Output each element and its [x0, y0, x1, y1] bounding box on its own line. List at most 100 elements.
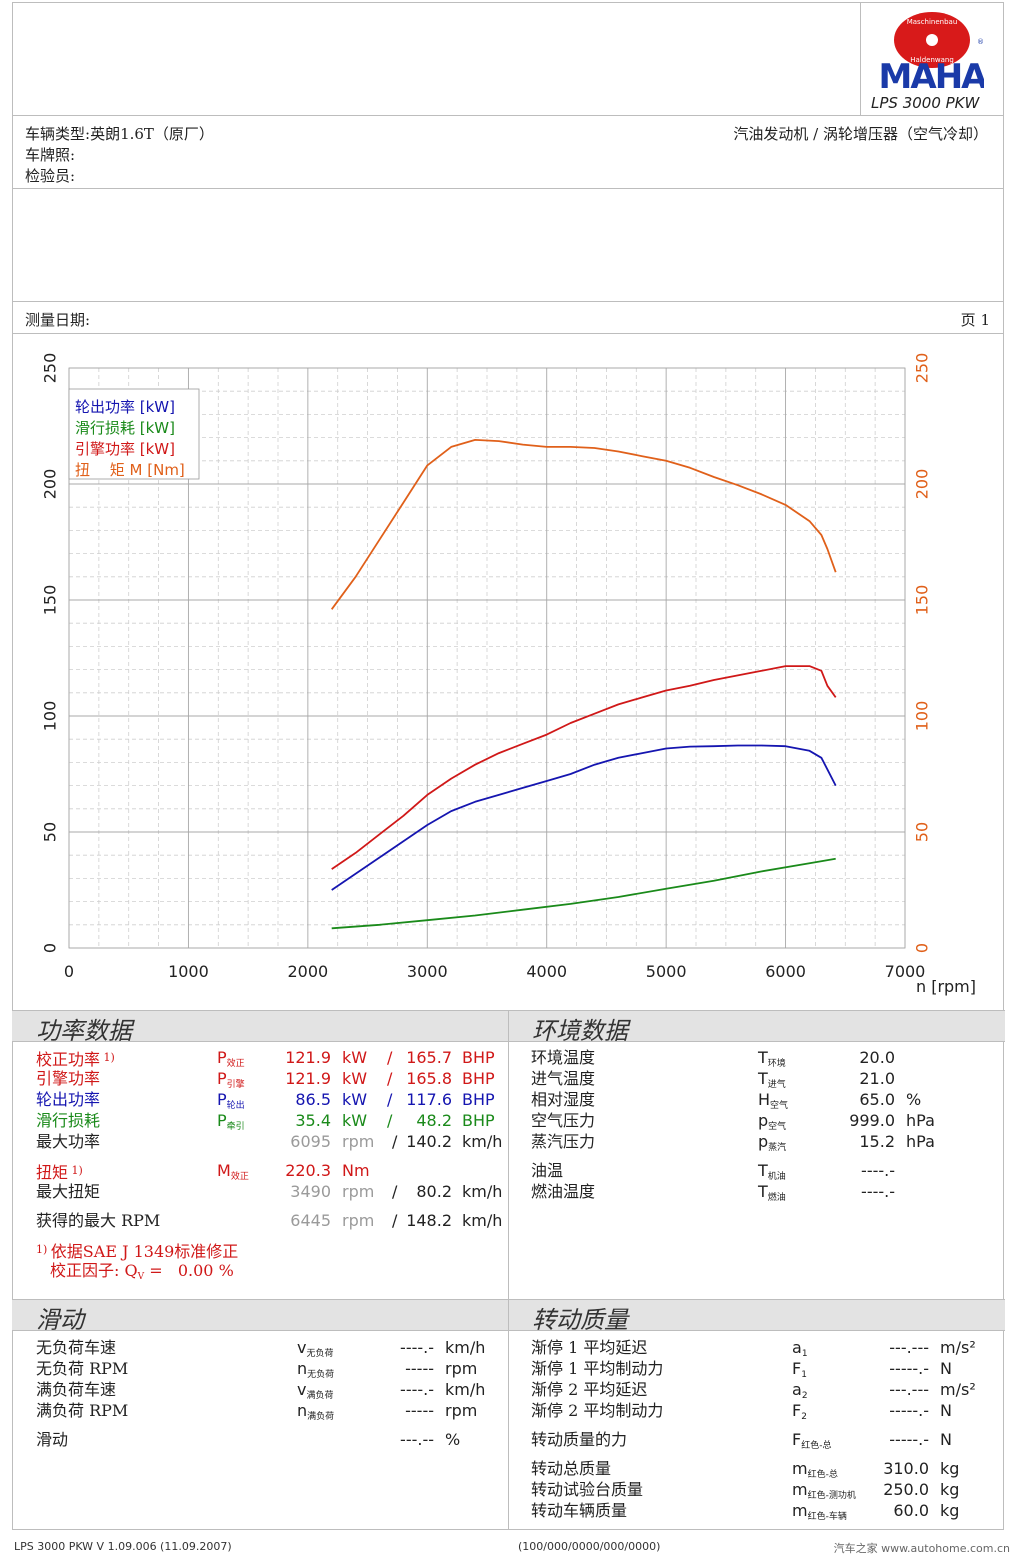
inertia-value: 60.0	[893, 1501, 929, 1520]
slip-row-label: 滑动	[36, 1430, 69, 1449]
y-tick-label-left: 0	[41, 943, 60, 953]
max-torque-rpm: 3490	[290, 1182, 331, 1201]
inertia-section-title: 转动质量	[532, 1306, 628, 1334]
power-value-bhp: 117.6	[406, 1090, 452, 1109]
y-tick-label-left: 100	[41, 701, 60, 732]
power-unit-bhp: BHP	[462, 1111, 495, 1130]
env-unit: %	[906, 1090, 922, 1109]
symbol-subscript: 无负荷	[307, 1370, 335, 1380]
power-value-bhp: 165.7	[406, 1048, 452, 1067]
measure-date-label: 测量日期:	[25, 311, 91, 329]
symbol-letter: P	[217, 1048, 227, 1067]
symbol-letter: F	[792, 1359, 802, 1378]
inertia-value: -----.-	[889, 1359, 929, 1378]
symbol-subscript: 环境	[767, 1059, 786, 1069]
symbol-letter: T	[758, 1182, 768, 1201]
separator: /	[387, 1069, 393, 1088]
correction-sub: V	[137, 1272, 145, 1282]
footnote-mark: 1)	[100, 1051, 115, 1064]
symbol-letter: M	[217, 1161, 231, 1180]
symbol-letter: T	[758, 1048, 768, 1067]
inertia-value: -----.-	[889, 1430, 929, 1449]
legend-box	[68, 388, 200, 480]
power-unit-kw: kW	[342, 1111, 368, 1130]
slip-value: ---.--	[400, 1430, 434, 1449]
symbol: v无负荷	[297, 1338, 333, 1359]
separator: /	[387, 1111, 393, 1130]
env-row-label: 油温	[531, 1161, 564, 1180]
separator: /	[387, 1090, 393, 1109]
symbol: p蒸汽	[758, 1132, 786, 1153]
y-tick-label-left: 50	[41, 822, 60, 842]
symbol: T进气	[758, 1069, 786, 1090]
symbol-letter: n	[297, 1359, 308, 1378]
symbol-subscript: 2	[801, 1391, 808, 1401]
registered-icon: ®	[977, 38, 984, 46]
power-value-kw: 86.5	[295, 1090, 331, 1109]
inertia-row-label: 渐停 2 平均制动力	[531, 1401, 664, 1420]
inertia-row-label: 渐停 2 平均延迟	[531, 1380, 648, 1399]
symbol: M效正	[217, 1161, 249, 1182]
symbol-subscript: 无负荷	[306, 1349, 334, 1359]
power-value-kw: 121.9	[285, 1048, 331, 1067]
symbol-subscript: 满负荷	[306, 1391, 334, 1401]
symbol-letter: a	[792, 1380, 802, 1399]
symbol-letter: P	[217, 1111, 227, 1130]
symbol-letter: p	[758, 1111, 769, 1130]
max-rpm-speed-unit: km/h	[462, 1211, 503, 1230]
y-tick-label-left: 200	[41, 469, 60, 500]
env-row-label: 蒸汽压力	[531, 1132, 596, 1151]
separator: /	[392, 1211, 398, 1230]
power-row-label: 轮出功率	[36, 1090, 101, 1109]
inertia-value: ---.---	[889, 1380, 929, 1399]
symbol-subscript: 效正	[230, 1172, 249, 1182]
symbol-letter: F	[792, 1430, 802, 1449]
slip-unit: %	[445, 1430, 461, 1449]
power-unit-bhp: BHP	[462, 1069, 495, 1088]
series-line-0	[331, 744, 837, 891]
power-row-label: 滑行损耗	[36, 1111, 101, 1130]
series-line-1	[331, 857, 836, 930]
inertia-row-label: 转动试验台质量	[531, 1480, 644, 1499]
symbol: m红色-车辆	[792, 1501, 847, 1522]
torque-value: 220.3	[285, 1161, 331, 1180]
power-unit-bhp: BHP	[462, 1048, 495, 1067]
symbol-letter: F	[792, 1401, 802, 1420]
max-power-label: 最大功率	[36, 1132, 101, 1151]
env-unit: hPa	[906, 1111, 935, 1130]
symbol-subscript: 空气	[770, 1101, 789, 1111]
y-tick-label-right: 0	[913, 943, 932, 953]
slip-row-label: 满负荷车速	[36, 1380, 117, 1399]
series-line-3	[330, 439, 837, 610]
y-tick-label-right: 100	[913, 701, 932, 732]
symbol: F2	[792, 1401, 807, 1422]
max-power-rpm: 6095	[290, 1132, 331, 1151]
inertia-section-band	[508, 1299, 1005, 1331]
x-tick-label: 2000	[287, 962, 328, 981]
inertia-unit: N	[940, 1401, 952, 1420]
slip-unit: rpm	[445, 1359, 478, 1378]
env-row-label: 相对湿度	[531, 1090, 596, 1109]
footnote-mark: 1)	[68, 1164, 83, 1177]
x-tick-label: 1000	[168, 962, 209, 981]
blank-area	[12, 188, 1004, 302]
inertia-unit: kg	[940, 1459, 960, 1478]
x-axis-label: n [rpm]	[916, 977, 976, 996]
symbol-subscript: 红色-测功机	[807, 1491, 856, 1501]
correction-value: = 0.00 %	[144, 1261, 234, 1280]
inertia-unit: N	[940, 1359, 952, 1378]
symbol-subscript: 空气	[768, 1122, 787, 1132]
inertia-unit: kg	[940, 1480, 960, 1499]
engine-type: 汽油发动机 / 涡轮增压器（空气冷却）	[733, 125, 988, 143]
symbol-subscript: 燃油	[767, 1193, 786, 1203]
power-value-kw: 121.9	[285, 1069, 331, 1088]
env-value: 15.2	[859, 1132, 895, 1151]
symbol-letter: P	[217, 1069, 227, 1088]
y-tick-label-right: 250	[913, 353, 932, 384]
inertia-unit: N	[940, 1430, 952, 1449]
env-section-title: 环境数据	[532, 1017, 628, 1045]
correction-factor: 校正因子: QV = 0.00 %	[50, 1261, 234, 1282]
plate-label: 车牌照:	[25, 146, 76, 164]
y-tick-label-left: 250	[41, 353, 60, 384]
inspector-label: 检验员:	[25, 167, 76, 185]
